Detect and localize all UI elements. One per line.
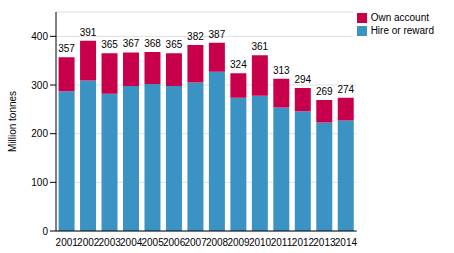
svg-text:2013: 2013: [313, 237, 336, 248]
svg-text:Million tonnes: Million tonnes: [8, 91, 18, 152]
svg-text:2003: 2003: [99, 237, 122, 248]
svg-text:2004: 2004: [120, 237, 143, 248]
svg-text:2010: 2010: [249, 237, 272, 248]
svg-text:2014: 2014: [335, 237, 358, 248]
svg-text:382: 382: [187, 31, 204, 42]
svg-text:2011: 2011: [271, 237, 293, 248]
html-text:Own account: Own account: [370, 12, 429, 23]
svg-text:365: 365: [101, 39, 118, 50]
svg-text:2005: 2005: [142, 237, 165, 248]
svg-text:400: 400: [31, 31, 48, 42]
svg-text:0: 0: [42, 226, 48, 237]
svg-text:365: 365: [166, 39, 183, 50]
svg-text:357: 357: [58, 43, 75, 54]
svg-text:367: 367: [123, 38, 140, 49]
html-text:Hire or reward: Hire or reward: [370, 25, 434, 36]
svg-text:361: 361: [252, 41, 269, 52]
svg-text:324: 324: [230, 59, 247, 70]
svg-text:2008: 2008: [206, 237, 229, 248]
svg-text:2009: 2009: [227, 237, 250, 248]
svg-text:2007: 2007: [184, 237, 207, 248]
svg-text:100: 100: [31, 177, 48, 188]
svg-text:2001: 2001: [56, 237, 79, 248]
svg-text:300: 300: [31, 80, 48, 91]
svg-text:313: 313: [273, 65, 290, 76]
svg-text:2012: 2012: [292, 237, 315, 248]
svg-text:387: 387: [209, 29, 226, 40]
svg-text:269: 269: [316, 86, 333, 97]
svg-text:200: 200: [31, 128, 48, 139]
svg-text:368: 368: [144, 38, 161, 49]
svg-text:391: 391: [80, 27, 97, 38]
svg-text:2002: 2002: [77, 237, 100, 248]
svg-text:294: 294: [294, 74, 311, 85]
svg-text:2006: 2006: [163, 237, 186, 248]
svg-text:274: 274: [337, 84, 354, 95]
